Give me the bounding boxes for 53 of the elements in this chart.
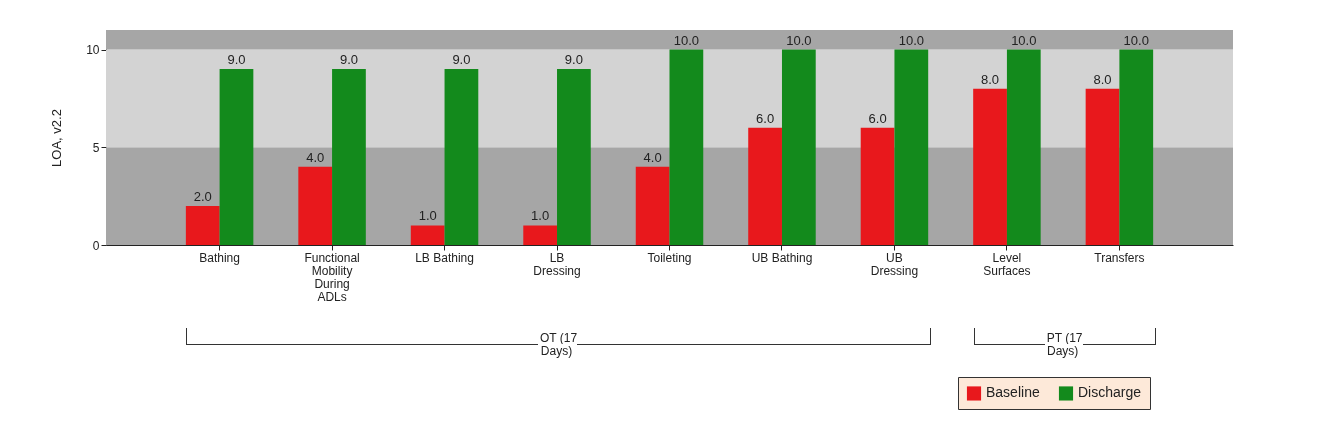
bar: [444, 69, 479, 245]
text: OT (17 Days): [537, 331, 578, 358]
x-tick-label: Transfers: [1094, 250, 1145, 265]
x-tick-label: UB Bathing: [751, 250, 813, 265]
data-label: 9.0: [452, 52, 471, 68]
bar: [298, 166, 333, 245]
data-label: 10.0: [786, 32, 812, 48]
data-label: 4.0: [306, 149, 325, 165]
legend-label: Baseline: [986, 384, 1040, 401]
bar: [1119, 49, 1154, 245]
data-label: 4.0: [643, 149, 662, 165]
bar: [748, 127, 782, 245]
legend-label: Discharge: [1078, 384, 1142, 401]
x-tick-label: LB Dressing: [533, 250, 581, 278]
data-label: 10.0: [1011, 32, 1037, 48]
y-tick-label: 5: [92, 140, 100, 155]
bar: [1085, 88, 1120, 245]
bar: [185, 205, 220, 245]
data-label: 10.0: [673, 32, 700, 48]
bar: [635, 166, 670, 245]
x-tick-label: Level Surfaces: [983, 250, 1031, 278]
data-label: 1.0: [418, 208, 437, 224]
data-label: 10.0: [898, 32, 924, 48]
data-label: 6.0: [868, 110, 887, 126]
bar: [557, 69, 591, 245]
bar: [973, 88, 1007, 245]
data-label: 1.0: [531, 208, 550, 224]
bar: [523, 225, 558, 245]
data-label: 8.0: [1093, 71, 1112, 87]
data-label: 10.0: [1123, 32, 1149, 48]
data-label: 9.0: [227, 52, 246, 68]
y-tick-label: 10: [86, 43, 100, 58]
data-label: 2.0: [193, 188, 212, 204]
bar: [781, 49, 816, 245]
bar: [1006, 49, 1041, 245]
y-tick-label: 0: [92, 238, 100, 253]
x-tick-label: UB Dressing: [870, 250, 919, 278]
text: PT (17 Days): [1044, 331, 1083, 358]
bar: [410, 225, 445, 245]
x-tick-label: LB Bathing: [415, 250, 474, 265]
bar: [860, 127, 895, 245]
bar: [219, 69, 254, 245]
bar: [332, 69, 366, 245]
bar: [894, 49, 929, 245]
bar: [669, 49, 704, 245]
x-tick-label: Toileting: [647, 250, 692, 265]
data-label: 8.0: [981, 71, 1000, 87]
y-axis-title: LOA, v2.2: [49, 109, 65, 167]
x-tick-label: Functional Mobility During ADLs: [304, 250, 360, 304]
data-label: 9.0: [564, 52, 583, 68]
data-label: 6.0: [756, 110, 775, 126]
data-label: 9.0: [339, 52, 358, 68]
x-tick-label: Bathing: [199, 250, 240, 265]
